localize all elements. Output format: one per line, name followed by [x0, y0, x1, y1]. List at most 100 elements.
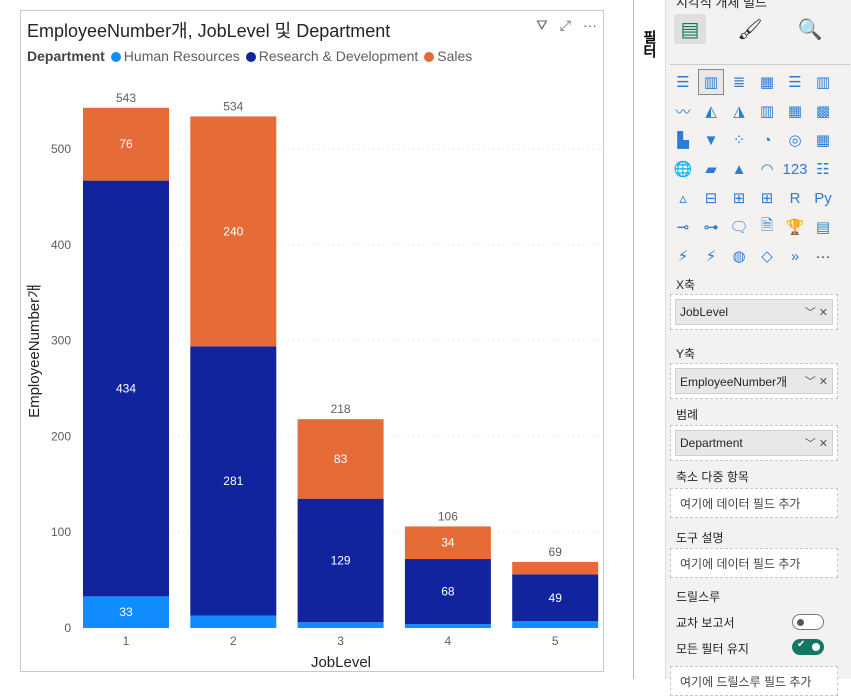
- waterfall-icon[interactable]: ▙: [677, 132, 689, 149]
- bar-segment[interactable]: [190, 116, 277, 347]
- tooltips-drop-zone[interactable]: 여기에 데이터 필드 추가: [680, 556, 801, 571]
- data-label: 83: [334, 452, 348, 466]
- stacked-bar-icon[interactable]: ☰: [676, 74, 690, 91]
- more-visuals-icon[interactable]: ···: [815, 247, 831, 265]
- total-label: 69: [549, 545, 563, 559]
- pie-icon[interactable]: ◔: [762, 131, 772, 149]
- visualizations-pane: 시각적 개체 빌드 ▤ 🖌 🔍 ☰ ▥ ≣ ▦ ☰ ▥ 〰 ◭ ◮ ▥ ▦ ▩ ▙ ▼ ⁘ ◔ ◎ ▦ 🌐 ▰ ▲ ◠ 12…: [665, 0, 851, 696]
- x-tick-label: 3: [337, 634, 344, 648]
- 100-column-icon[interactable]: ▥: [815, 74, 831, 91]
- slicer-icon[interactable]: ⊟: [704, 190, 718, 207]
- ribbon-icon[interactable]: ▩: [815, 103, 831, 120]
- matrix-icon[interactable]: ⊞: [760, 190, 774, 207]
- clustered-column-icon[interactable]: ▦: [759, 74, 775, 91]
- automate-icon[interactable]: »: [790, 247, 800, 265]
- chevron-down-icon[interactable]: ﹀: [804, 438, 816, 450]
- legend-item-rd[interactable]: Research & Development: [245, 48, 418, 64]
- clustered-bar-icon[interactable]: ≣: [732, 74, 746, 91]
- fields-icon: ▤: [680, 18, 700, 41]
- stacked-column-icon[interactable]: ▥: [698, 69, 724, 95]
- bar-segment[interactable]: [83, 180, 169, 597]
- bar-segment[interactable]: [83, 107, 169, 181]
- check-icon: ✔: [797, 639, 806, 650]
- legend-item-sales[interactable]: Sales: [424, 48, 472, 64]
- filter-icon[interactable]: ⛛: [536, 17, 548, 33]
- y-tick-label: 300: [51, 334, 71, 348]
- card-icon[interactable]: 123: [782, 160, 808, 178]
- filled-map-icon[interactable]: ▰: [705, 161, 717, 178]
- data-label: 129: [331, 553, 351, 567]
- stacked-column-chart-visual[interactable]: EmployeeNumber개, JobLevel 및 Department ⛛…: [20, 10, 605, 672]
- paintbrush-icon: 🖌: [737, 18, 763, 41]
- bar-segment[interactable]: [297, 419, 384, 499]
- bar-segment[interactable]: [404, 624, 491, 628]
- y-axis-title: EmployeeNumber개: [26, 284, 43, 418]
- bar-segment[interactable]: [297, 622, 384, 628]
- arcgis-icon[interactable]: ◍: [732, 248, 746, 265]
- python-visual-icon[interactable]: Py: [814, 189, 832, 207]
- bar-segment[interactable]: [404, 526, 491, 560]
- area-icon[interactable]: ◭: [705, 103, 717, 120]
- bar-segment[interactable]: [512, 574, 599, 622]
- scatter-icon[interactable]: ⁘: [732, 132, 746, 149]
- format-visual-tab[interactable]: 🖌: [734, 14, 766, 44]
- bar-segment[interactable]: [83, 596, 169, 628]
- power-apps-icon[interactable]: ◇: [761, 248, 773, 265]
- more-options-icon[interactable]: ···: [583, 17, 597, 33]
- treemap-icon[interactable]: ▦: [815, 132, 831, 149]
- kpi-icon[interactable]: ▵: [679, 190, 687, 207]
- data-label: 49: [549, 591, 563, 605]
- bar-segment[interactable]: [190, 346, 277, 616]
- remove-icon[interactable]: ✕: [818, 307, 828, 319]
- line-column-icon[interactable]: ▥: [759, 103, 775, 120]
- analytics-tab[interactable]: 🔍: [794, 14, 826, 44]
- remove-icon[interactable]: ✕: [818, 438, 828, 450]
- cross-report-toggle[interactable]: [792, 614, 824, 630]
- line-clustered-icon[interactable]: ▦: [787, 103, 803, 120]
- gauge-icon[interactable]: ◠: [760, 161, 774, 178]
- remove-icon[interactable]: ✕: [818, 376, 828, 388]
- filters-pane-collapsed[interactable]: 필터: [633, 0, 665, 679]
- y-tick-label: 400: [51, 238, 71, 252]
- paginated-icon[interactable]: ▤: [815, 219, 831, 236]
- focus-mode-icon[interactable]: ⤢: [559, 17, 571, 33]
- line-icon[interactable]: 〰: [675, 103, 691, 121]
- bar-segment[interactable]: [297, 498, 384, 623]
- qa-icon[interactable]: 🗨: [729, 219, 749, 236]
- r-visual-icon[interactable]: R: [789, 189, 801, 207]
- stacked-area-icon[interactable]: ◮: [733, 103, 745, 120]
- analytics-icon: 🔍: [797, 18, 823, 41]
- keep-filters-toggle[interactable]: ✔: [792, 639, 824, 655]
- table-icon[interactable]: ⊞: [732, 190, 746, 207]
- map-icon[interactable]: 🌐: [673, 161, 693, 178]
- bar-segment[interactable]: [512, 561, 599, 575]
- x-axis-field[interactable]: JobLevel ﹀ ✕: [675, 299, 833, 325]
- metrics-icon[interactable]: 🏆: [785, 219, 805, 236]
- data-label: 33: [119, 605, 133, 619]
- x-tick-label: 4: [445, 634, 452, 648]
- key-influencers-icon[interactable]: ⊸: [676, 219, 690, 236]
- power-apps-card-icon[interactable]: ⚡: [677, 248, 689, 265]
- y-axis-field[interactable]: EmployeeNumber개 ﹀ ✕: [675, 368, 833, 394]
- multi-row-card-icon[interactable]: ☷: [816, 161, 830, 178]
- bar-segment[interactable]: [404, 559, 491, 625]
- decomposition-tree-icon[interactable]: ⊶: [703, 219, 719, 236]
- 100-bar-icon[interactable]: ☰: [788, 74, 802, 91]
- legend-field[interactable]: Department ﹀ ✕: [675, 430, 833, 456]
- donut-icon[interactable]: ◎: [788, 132, 802, 149]
- funnel-icon[interactable]: ▼: [703, 131, 719, 149]
- power-automate-icon[interactable]: ⚡: [705, 248, 717, 265]
- azure-map-icon[interactable]: ▲: [731, 160, 747, 178]
- legend-item-hr[interactable]: Human Resources: [110, 48, 240, 64]
- small-multiples-drop-zone[interactable]: 여기에 데이터 필드 추가: [680, 496, 801, 511]
- build-visual-tab[interactable]: ▤: [674, 14, 706, 44]
- bar-segment[interactable]: [512, 621, 599, 628]
- narrative-icon[interactable]: 🗎: [760, 216, 774, 234]
- field-name: Department: [680, 436, 743, 450]
- chevron-down-icon[interactable]: ﹀: [804, 376, 816, 388]
- data-label: 240: [223, 224, 243, 238]
- drillthrough-drop-zone[interactable]: 여기에 드릴스루 필드 추가: [680, 674, 812, 689]
- chevron-down-icon[interactable]: ﹀: [804, 307, 816, 319]
- bar-segment[interactable]: [190, 615, 277, 628]
- x-axis-label: X축: [676, 278, 696, 292]
